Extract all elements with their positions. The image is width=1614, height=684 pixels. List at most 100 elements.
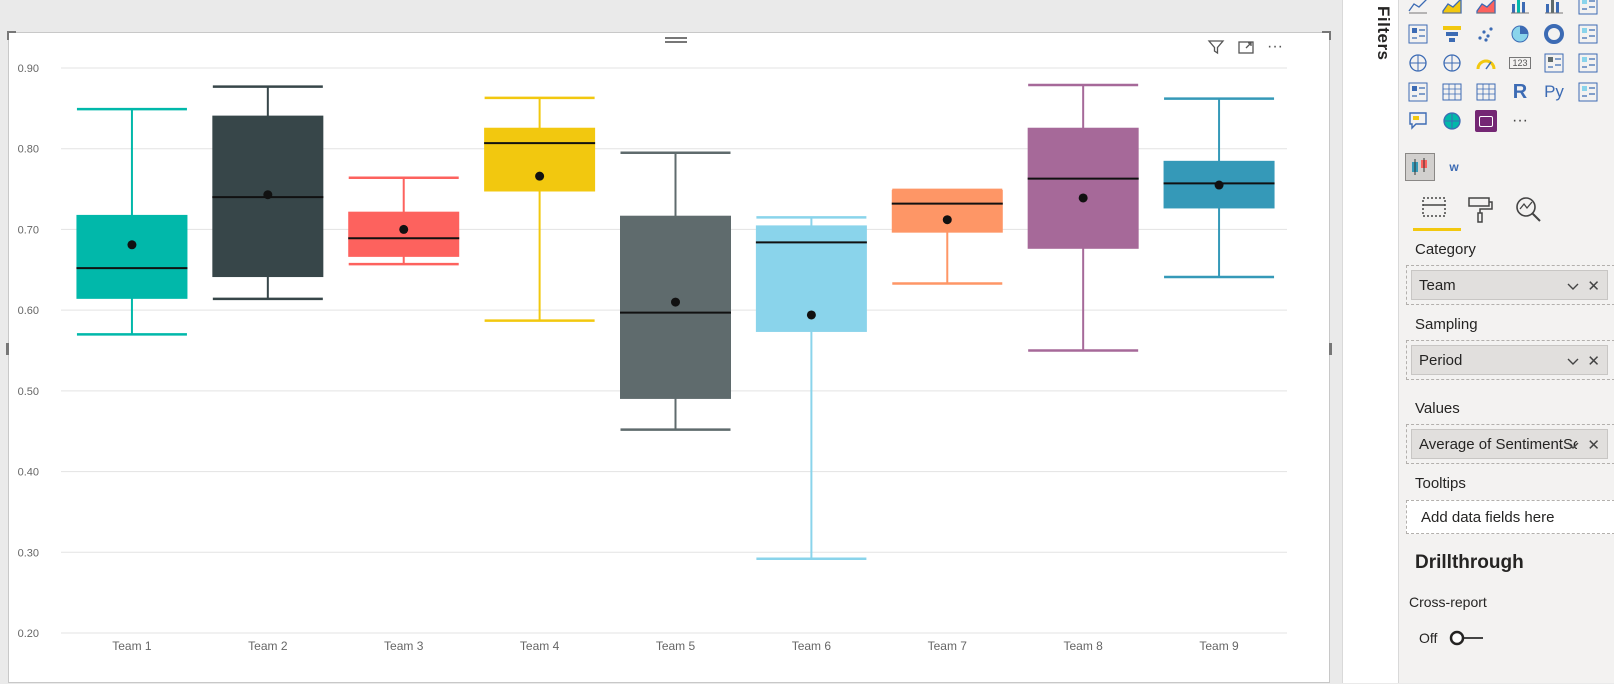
- key-influencers-icon[interactable]: [1577, 81, 1599, 103]
- x-tick-label: Team 8: [1063, 639, 1103, 653]
- values-well[interactable]: Average of SentimentScore ✕: [1406, 424, 1614, 464]
- remove-field-icon[interactable]: ✕: [1587, 353, 1600, 370]
- focus-mode-icon[interactable]: [1235, 37, 1257, 57]
- boxplot-chart: 0.90 0.80 0.70 0.60 0.50 0.40 0.30 0.20 Team 1 Te…: [18, 63, 1287, 653]
- y-tick-label: 0.70: [18, 224, 39, 236]
- mean-dot: [1214, 180, 1224, 190]
- mean-dot: [942, 215, 952, 225]
- filters-label[interactable]: Filters: [1374, 6, 1393, 61]
- qa-icon[interactable]: [1407, 110, 1429, 132]
- visualizations-pane: 123 R Py ··· w Category Team ✕ Sampling Per…: [1398, 0, 1614, 683]
- y-tick-label: 0.50: [18, 386, 39, 398]
- y-tick-label: 0.60: [18, 305, 39, 317]
- sampling-label: Sampling: [1415, 316, 1478, 333]
- map-icon[interactable]: [1407, 52, 1429, 74]
- box: [1027, 127, 1139, 249]
- active-tab-indicator: [1413, 228, 1461, 231]
- funnel-icon[interactable]: [1441, 23, 1463, 45]
- mean-dot: [263, 190, 273, 200]
- remove-field-icon[interactable]: ✕: [1587, 278, 1600, 295]
- category-label: Category: [1415, 241, 1476, 258]
- filled-map-icon[interactable]: [1441, 52, 1463, 74]
- ribbon-chart-icon[interactable]: [1577, 0, 1599, 16]
- line-clustered-column-icon[interactable]: [1509, 0, 1531, 16]
- matrix-icon[interactable]: [1475, 81, 1497, 103]
- mean-dot: [535, 171, 545, 181]
- sampling-well[interactable]: Period ✕: [1406, 340, 1614, 380]
- donut-icon[interactable]: [1543, 23, 1565, 45]
- line-chart-icon[interactable]: [1407, 0, 1429, 16]
- cross-report-label: Cross-report: [1409, 594, 1487, 610]
- box: [891, 189, 1003, 233]
- r-visual-icon[interactable]: R: [1512, 80, 1528, 103]
- more-options-icon[interactable]: ···: [1267, 38, 1283, 55]
- box-whisker-visual-icon[interactable]: [1405, 153, 1435, 181]
- x-tick-label: Team 2: [248, 639, 288, 653]
- values-label: Values: [1415, 400, 1460, 417]
- report-canvas: 0.90 0.80 0.70 0.60 0.50 0.40 0.30 0.20 Team 1 Te…: [6, 31, 1332, 683]
- boxplot-visual[interactable]: 0.90 0.80 0.70 0.60 0.50 0.40 0.30 0.20 Team 1 Te…: [6, 31, 1332, 683]
- cross-report-toggle[interactable]: [1449, 630, 1485, 646]
- analytics-tab-icon[interactable]: [1513, 194, 1543, 224]
- sampling-field-name: Period: [1419, 351, 1463, 369]
- mean-dot: [1078, 193, 1088, 203]
- arcgis-icon[interactable]: [1441, 110, 1463, 132]
- treemap-icon[interactable]: [1577, 23, 1599, 45]
- resize-handle-right[interactable]: [1329, 343, 1332, 355]
- filters-pane-collapsed[interactable]: Filters: [1342, 0, 1398, 683]
- y-tick-label: 0.40: [18, 467, 39, 479]
- card-icon[interactable]: 123: [1509, 52, 1531, 74]
- mean-dot: [399, 224, 409, 234]
- multirow-card-icon[interactable]: [1543, 52, 1565, 74]
- mean-dot: [671, 297, 680, 307]
- category-well[interactable]: Team ✕: [1406, 265, 1614, 305]
- kpi-icon[interactable]: [1577, 52, 1599, 74]
- waterfall-icon[interactable]: [1407, 23, 1429, 45]
- chevron-down-icon[interactable]: [1567, 354, 1579, 369]
- python-visual-icon[interactable]: Py: [1544, 82, 1564, 101]
- y-tick-label: 0.90: [18, 63, 39, 75]
- x-tick-label: Team 6: [792, 639, 832, 653]
- category-field-pill[interactable]: Team ✕: [1411, 270, 1608, 300]
- drag-grip[interactable]: [665, 35, 687, 49]
- y-tick-label: 0.30: [18, 547, 39, 559]
- resize-handle-top-right[interactable]: [1322, 31, 1331, 40]
- values-field-name: Average of SentimentScore: [1419, 435, 1577, 453]
- stacked-area-icon[interactable]: [1475, 0, 1497, 16]
- tooltips-well[interactable]: Add data fields here: [1406, 500, 1614, 534]
- resize-handle-left[interactable]: [6, 343, 9, 355]
- pie-icon[interactable]: [1509, 23, 1531, 45]
- values-field-pill[interactable]: Average of SentimentScore ✕: [1411, 429, 1608, 459]
- chevron-down-icon[interactable]: [1567, 279, 1579, 294]
- box: [620, 215, 731, 399]
- x-tick-label: Team 7: [928, 639, 968, 653]
- gauge-icon[interactable]: [1475, 52, 1497, 74]
- word-cloud-visual-icon[interactable]: w: [1449, 160, 1459, 174]
- chevron-down-icon[interactable]: [1567, 438, 1579, 453]
- box: [76, 214, 188, 299]
- resize-handle-top-left[interactable]: [7, 31, 16, 40]
- area-chart-icon[interactable]: [1441, 0, 1463, 16]
- remove-field-icon[interactable]: ✕: [1587, 437, 1600, 454]
- tooltips-label: Tooltips: [1415, 475, 1466, 492]
- mean-dot: [127, 240, 137, 250]
- y-tick-label: 0.20: [18, 628, 39, 640]
- x-tick-label: Team 9: [1199, 639, 1239, 653]
- sampling-field-pill[interactable]: Period ✕: [1411, 345, 1608, 375]
- more-visuals-icon[interactable]: ···: [1512, 112, 1528, 129]
- format-tab-icon[interactable]: [1465, 194, 1495, 224]
- filter-icon[interactable]: [1205, 37, 1227, 57]
- scatter-icon[interactable]: [1475, 23, 1497, 45]
- y-tick-label: 0.80: [18, 144, 39, 156]
- mean-dot: [806, 310, 816, 320]
- box: [484, 127, 596, 192]
- table-icon[interactable]: [1441, 81, 1463, 103]
- custom-visual-icon[interactable]: [1475, 110, 1497, 132]
- line-stacked-column-icon[interactable]: [1543, 0, 1565, 16]
- box: [348, 211, 460, 257]
- fields-tab-icon[interactable]: [1413, 194, 1461, 231]
- drillthrough-title: Drillthrough: [1415, 552, 1524, 573]
- x-tick-label: Team 1: [112, 639, 152, 653]
- slicer-icon[interactable]: [1407, 81, 1429, 103]
- x-tick-label: Team 3: [384, 639, 424, 653]
